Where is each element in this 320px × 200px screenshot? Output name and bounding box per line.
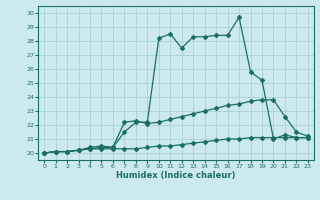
X-axis label: Humidex (Indice chaleur): Humidex (Indice chaleur) [116, 171, 236, 180]
